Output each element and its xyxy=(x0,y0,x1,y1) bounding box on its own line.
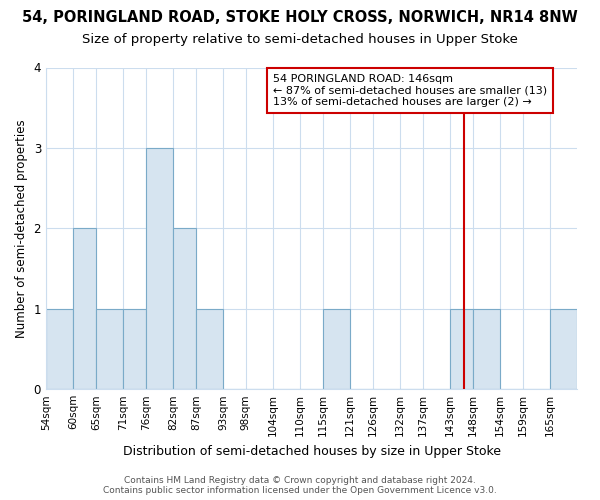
Bar xyxy=(96,309,123,389)
Bar xyxy=(146,148,173,389)
Bar xyxy=(123,309,146,389)
Text: 54 PORINGLAND ROAD: 146sqm
← 87% of semi-detached houses are smaller (13)
13% of: 54 PORINGLAND ROAD: 146sqm ← 87% of semi… xyxy=(273,74,547,107)
Text: Size of property relative to semi-detached houses in Upper Stoke: Size of property relative to semi-detach… xyxy=(82,32,518,46)
Text: Contains HM Land Registry data © Crown copyright and database right 2024.
Contai: Contains HM Land Registry data © Crown c… xyxy=(103,476,497,495)
X-axis label: Distribution of semi-detached houses by size in Upper Stoke: Distribution of semi-detached houses by … xyxy=(122,444,500,458)
Bar xyxy=(196,309,223,389)
Bar xyxy=(46,309,73,389)
Bar xyxy=(173,228,196,389)
Y-axis label: Number of semi-detached properties: Number of semi-detached properties xyxy=(15,119,28,338)
Bar xyxy=(550,309,577,389)
Bar xyxy=(323,309,350,389)
Bar xyxy=(450,309,473,389)
Bar xyxy=(473,309,500,389)
Text: 54, PORINGLAND ROAD, STOKE HOLY CROSS, NORWICH, NR14 8NW: 54, PORINGLAND ROAD, STOKE HOLY CROSS, N… xyxy=(22,10,578,25)
Bar xyxy=(73,228,96,389)
